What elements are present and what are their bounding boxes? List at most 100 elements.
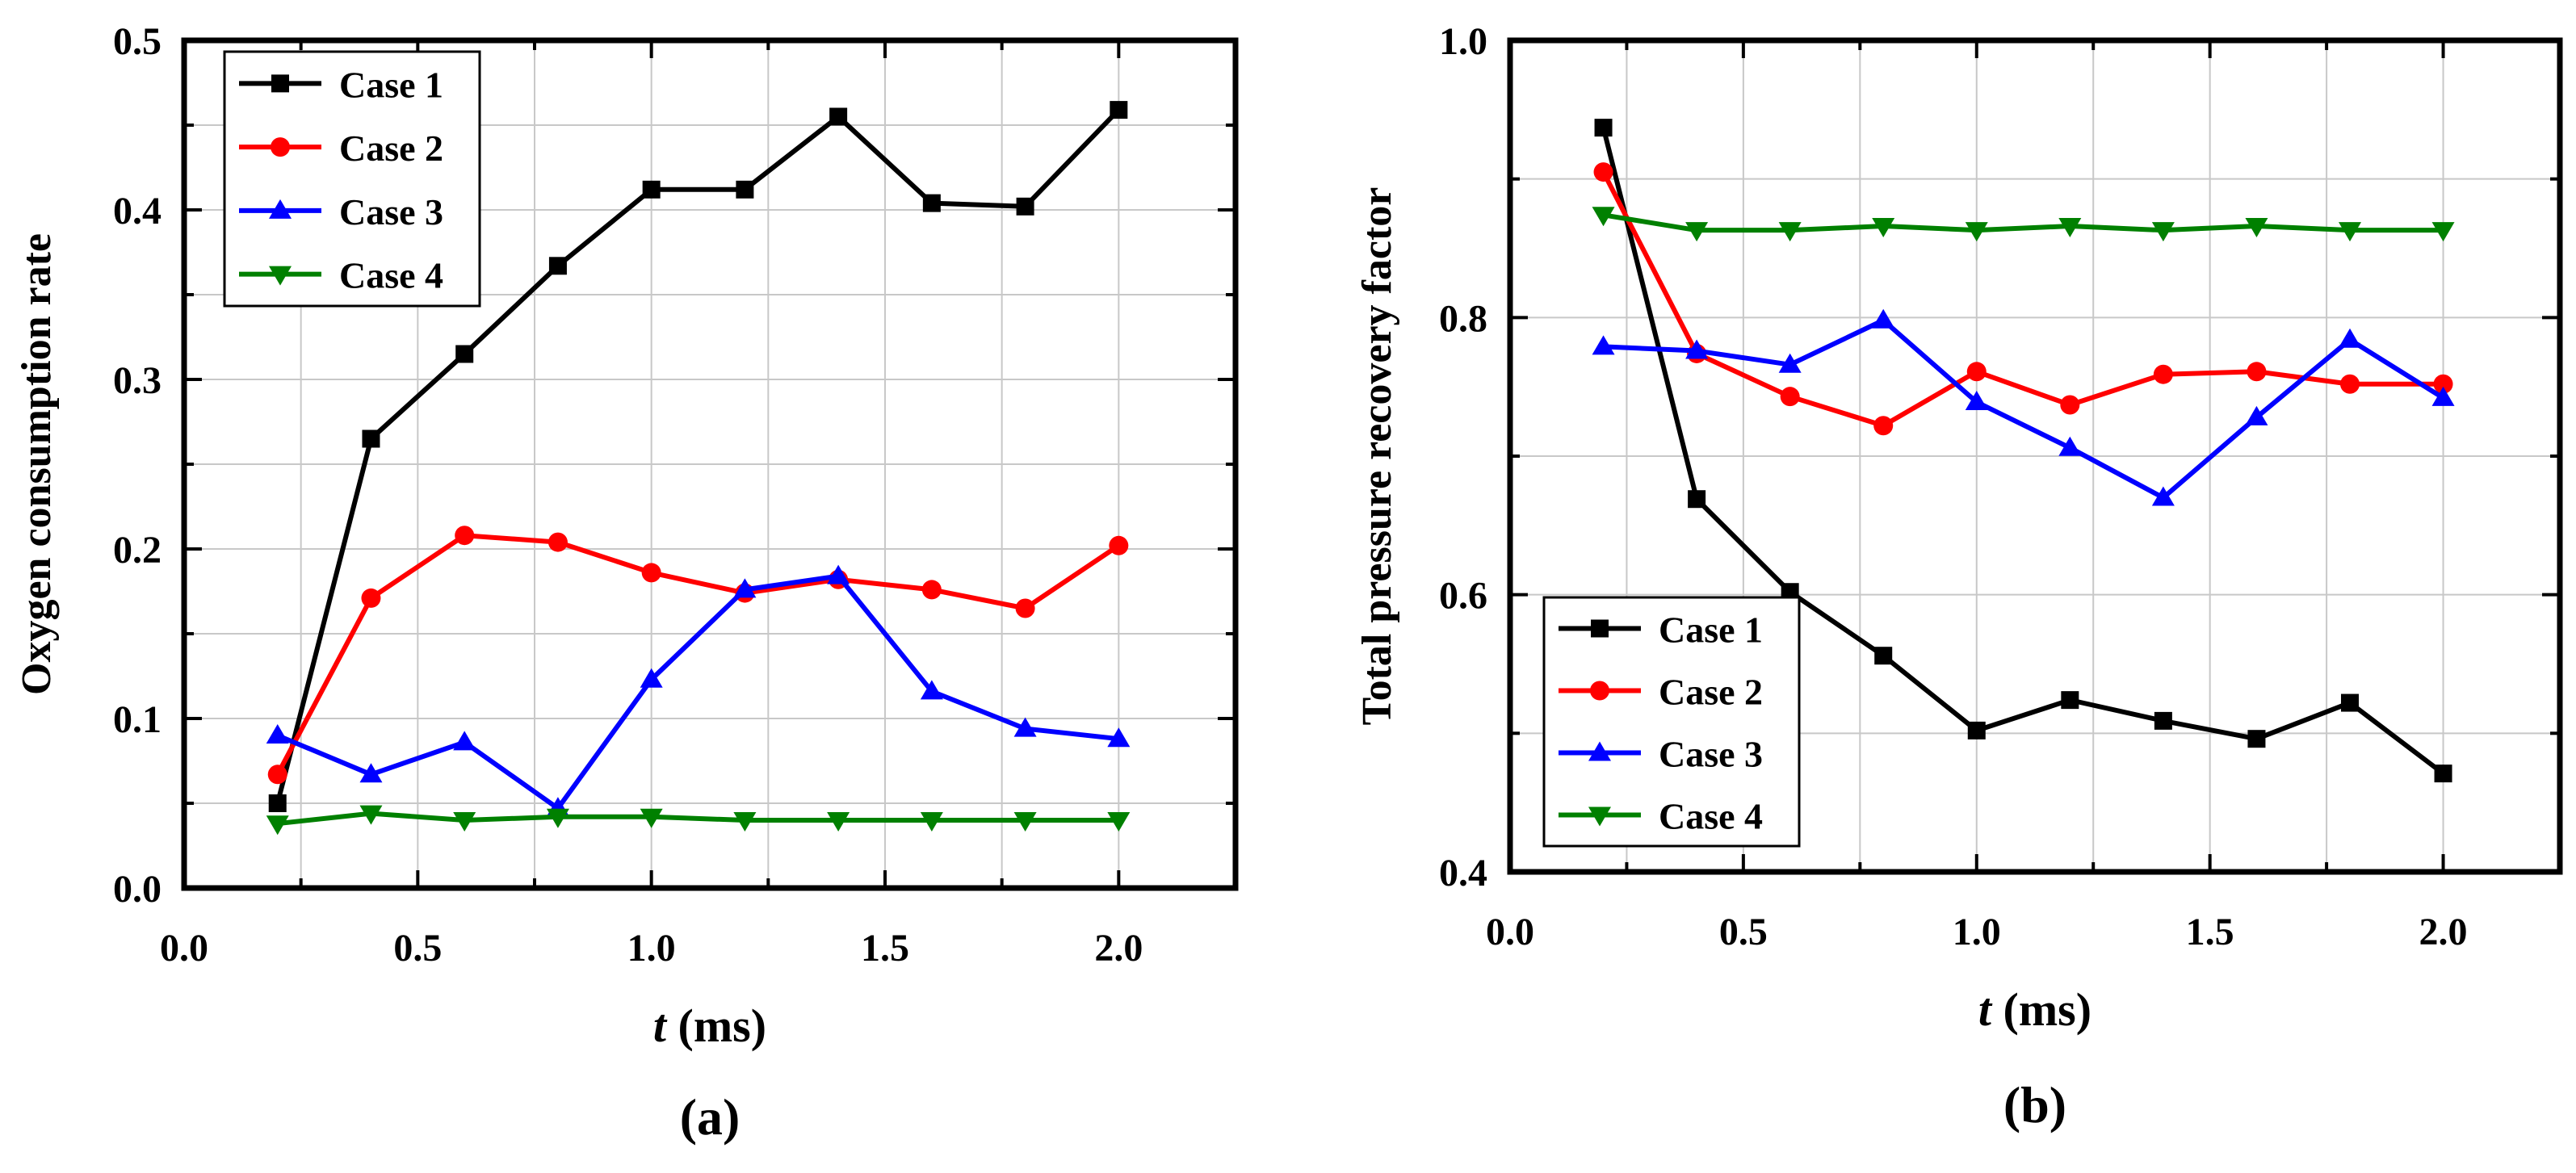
- data-point-case-2: [2247, 362, 2267, 382]
- series-line-case-1: [1601, 127, 2445, 776]
- data-point-case-2: [1593, 162, 1613, 182]
- y-tick-label: 1.0: [1439, 20, 1487, 63]
- x-tick-label: 0.5: [1719, 911, 1768, 953]
- data-point-case-2: [1109, 535, 1129, 555]
- y-axis-title: Total pressure recovery factor: [1354, 187, 1400, 726]
- data-point-case-1: [548, 257, 567, 275]
- data-point-case-3: [1872, 308, 1895, 329]
- data-point-case-2: [1966, 362, 1987, 382]
- x-tick-label: 1.0: [1953, 911, 2001, 953]
- x-tick-label: 0.0: [1486, 911, 1534, 953]
- y-tick-label: 0.8: [1439, 297, 1487, 340]
- x-tick-label: 1.5: [2186, 911, 2234, 953]
- x-axis-title-rest: (ms): [666, 999, 766, 1052]
- data-point-case-4: [1872, 218, 1895, 238]
- data-point-case-3: [2058, 436, 2082, 456]
- data-point-case-4: [453, 812, 476, 832]
- data-point-case-3: [1778, 353, 1802, 373]
- data-point-case-1: [1110, 101, 1128, 119]
- y-tick-label: 0.4: [1439, 852, 1487, 894]
- data-point-case-3: [640, 668, 663, 688]
- data-point-case-3: [1107, 727, 1131, 748]
- series-line-case-3: [276, 573, 1119, 811]
- data-point-case-1: [2341, 693, 2359, 712]
- panel-label: (b): [2003, 1076, 2066, 1133]
- legend: Case 1 Case 2 Case 3 Case 4: [223, 50, 481, 308]
- data-point-case-4: [1685, 222, 1709, 242]
- data-point-case-1: [268, 794, 287, 812]
- y-tick-label: 0.1: [113, 698, 162, 741]
- series-line-case-4: [277, 811, 1119, 827]
- data-point-case-1: [1688, 490, 1706, 509]
- y-tick-label: 0.2: [113, 529, 162, 572]
- y-tick-label: 0.4: [113, 190, 162, 233]
- panel-label: (a): [680, 1088, 740, 1146]
- data-point-case-4: [1965, 222, 1988, 242]
- data-point-case-1: [1967, 721, 1986, 739]
- data-point-case-2: [2060, 395, 2080, 415]
- data-point-case-1: [2247, 730, 2266, 748]
- legend-marker-case-3: [269, 199, 292, 219]
- chart-panel-0: 0.0 0.5 1.0 1.5 2.0 0.0 0.1 0.2 0.3 0.4 0.5 t (ms) O…: [14, 20, 1239, 1146]
- series-line-case-4: [1603, 212, 2444, 233]
- data-point-case-2: [921, 580, 942, 600]
- data-point-case-1: [2061, 691, 2079, 710]
- legend-marker-case-2: [271, 137, 290, 157]
- chart-panel-1: 0.0 0.5 1.0 1.5 2.0 0.4 0.6 0.8 1.0 t (ms) Total p…: [1354, 20, 2563, 1133]
- data-point-case-4: [2245, 218, 2268, 238]
- data-point-case-1: [1874, 647, 1893, 665]
- x-tick-label: 1.0: [627, 927, 676, 970]
- legend-label-case-1: Case 1: [1659, 610, 1763, 651]
- data-point-case-1: [455, 345, 474, 363]
- data-point-case-4: [920, 812, 943, 832]
- data-point-case-2: [455, 526, 475, 546]
- series-line-case-3: [1603, 317, 2445, 501]
- y-axis-title: Oxygen consumption rate: [14, 233, 60, 695]
- x-tick-label: 1.5: [861, 927, 909, 970]
- legend-marker-case-4: [1588, 806, 1611, 827]
- plot-frame: [181, 37, 1239, 891]
- data-point-case-2: [548, 532, 568, 552]
- y-tick-label: 0.0: [113, 868, 162, 911]
- x-axis-title-italic: t: [1978, 983, 1993, 1036]
- legend-label-case-4: Case 4: [339, 255, 443, 296]
- plot-frame: [1507, 37, 2563, 875]
- data-point-case-3: [2431, 386, 2455, 406]
- data-point-case-4: [1013, 812, 1037, 832]
- data-point-case-2: [641, 563, 661, 583]
- data-point-case-3: [1592, 335, 1615, 355]
- data-point-case-4: [546, 808, 569, 828]
- legend-marker-case-2: [1590, 681, 1609, 701]
- data-point-case-1: [2154, 711, 2172, 730]
- data-point-case-4: [2151, 222, 2175, 242]
- x-axis-title-italic: t: [653, 999, 668, 1052]
- data-point-case-1: [642, 180, 661, 199]
- series-line-case-1: [275, 108, 1121, 804]
- data-point-case-4: [359, 805, 383, 825]
- data-point-case-1: [922, 194, 941, 212]
- data-point-case-3: [920, 680, 943, 700]
- legend: Case 1 Case 2 Case 3 Case 4: [1542, 596, 1801, 848]
- data-point-case-3: [1685, 339, 1709, 359]
- data-point-case-3: [1965, 391, 1988, 411]
- legend-box: [1542, 596, 1801, 848]
- legend-marker-case-3: [1588, 741, 1611, 761]
- x-axis-title: t (ms): [653, 999, 766, 1052]
- series-line-case-2: [275, 533, 1121, 776]
- data-point-case-2: [1780, 387, 1800, 407]
- legend-box: [223, 50, 481, 308]
- legend-label-case-2: Case 2: [339, 128, 443, 169]
- data-point-case-3: [266, 724, 289, 744]
- data-point-case-3: [359, 763, 383, 783]
- data-point-case-2: [1873, 416, 1894, 436]
- data-point-case-3: [2245, 405, 2268, 425]
- data-point-case-4: [2431, 222, 2455, 242]
- y-tick-label: 0.5: [113, 20, 162, 63]
- x-tick-label: 2.0: [1094, 927, 1143, 970]
- data-point-case-2: [2340, 374, 2360, 394]
- data-point-case-3: [827, 564, 850, 584]
- data-point-case-1: [1594, 119, 1613, 137]
- series-line-case-2: [1601, 170, 2444, 429]
